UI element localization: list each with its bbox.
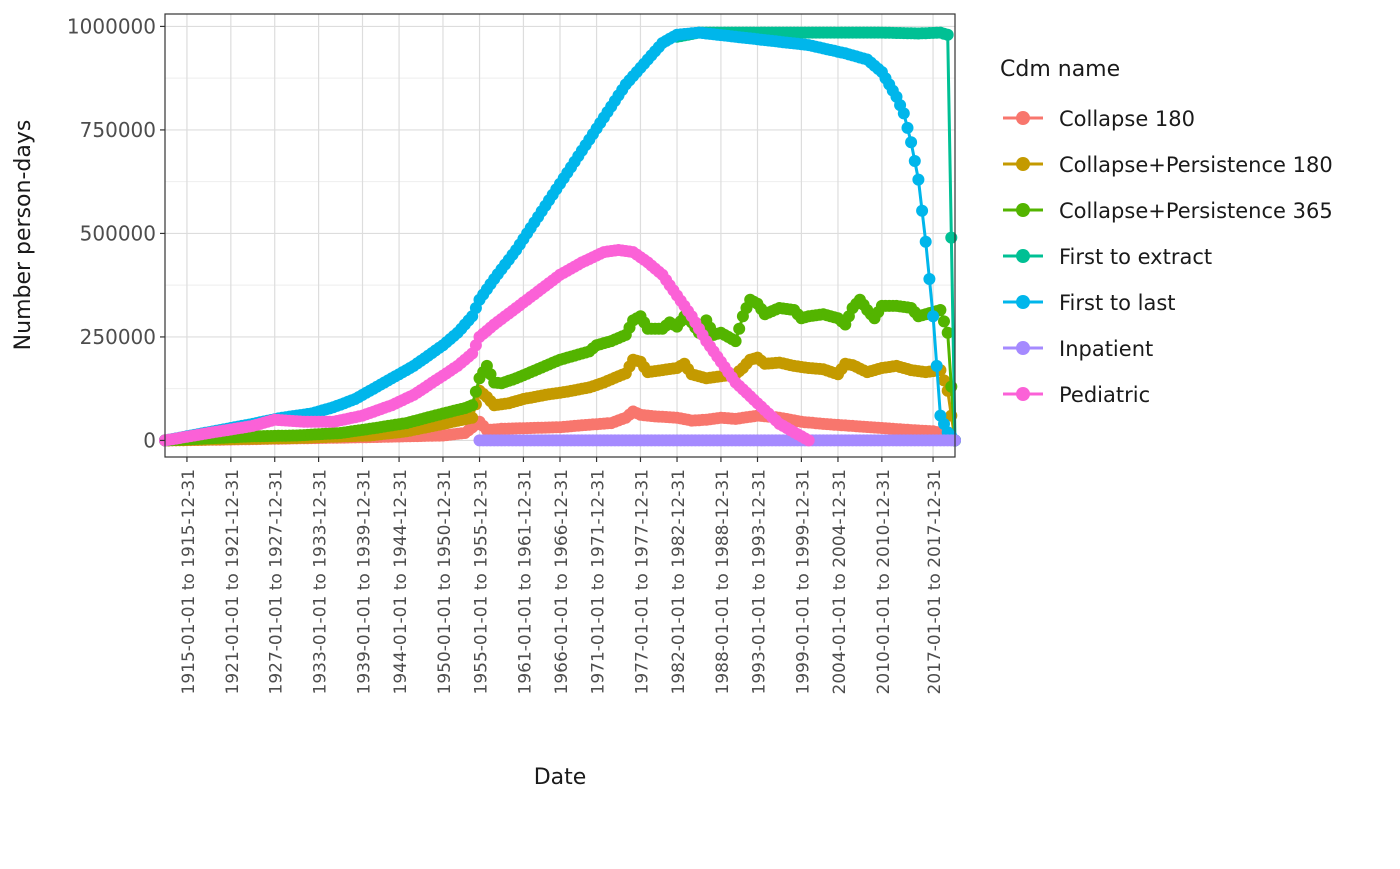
x-tick-label: 1933-01-01 to 1933-12-31 [311, 469, 331, 694]
x-tick-label: 1921-01-01 to 1921-12-31 [223, 469, 243, 694]
data-point [729, 335, 742, 348]
y-tick-label: 750000 [80, 118, 156, 142]
x-tick-label: 2004-01-01 to 2004-12-31 [830, 469, 850, 694]
legend-item: Collapse+Persistence 180 [1003, 153, 1333, 177]
x-tick-label: 2010-01-01 to 2010-12-31 [874, 469, 894, 694]
legend-key-point [1016, 157, 1030, 171]
x-tick-label: 2017-01-01 to 2017-12-31 [925, 469, 945, 694]
legend-key-point [1016, 111, 1030, 125]
x-axis-label: Date [534, 765, 587, 790]
legend-key-point [1016, 295, 1030, 309]
legend-item: First to last [1003, 291, 1176, 315]
x-tick-label: 1927-01-01 to 1927-12-31 [267, 469, 287, 694]
legend-label: Inpatient [1059, 337, 1153, 361]
legend-key-point [1016, 387, 1030, 401]
data-point [930, 359, 943, 372]
y-tick-label: 250000 [80, 325, 156, 349]
legend-key-point [1016, 341, 1030, 355]
x-tick-label: 1939-01-01 to 1939-12-31 [355, 469, 375, 694]
data-point [908, 155, 921, 167]
data-point [897, 107, 910, 120]
x-tick-label: 1993-01-01 to 1993-12-31 [750, 469, 770, 694]
legend-item: Collapse 180 [1003, 107, 1195, 131]
x-tick-label: 1988-01-01 to 1988-12-31 [713, 469, 733, 694]
data-point [901, 121, 914, 134]
data-point [938, 315, 950, 328]
legend-label: First to extract [1059, 245, 1212, 269]
data-point [941, 28, 954, 41]
data-point [469, 385, 482, 398]
series-pediatric [159, 244, 815, 447]
x-tick-label: 1961-01-01 to 1961-12-31 [515, 469, 535, 694]
y-axis-label: Number person-days [11, 120, 36, 351]
legend-item: First to extract [1003, 245, 1212, 269]
data-point [927, 310, 940, 323]
legend-label: Collapse+Persistence 365 [1059, 199, 1333, 223]
legend-label: Collapse+Persistence 180 [1059, 153, 1333, 177]
x-axis: 1915-01-01 to 1915-12-31 1921-01-01 to 19… [179, 457, 945, 694]
y-axis: 0 250000 500000 750000 1000000 [67, 14, 165, 452]
data-point [905, 136, 918, 149]
legend-label: First to last [1059, 291, 1176, 315]
y-tick-label: 0 [143, 428, 156, 452]
x-tick-label: 1982-01-01 to 1982-12-31 [669, 469, 689, 694]
x-tick-label: 1977-01-01 to 1977-12-31 [632, 469, 652, 694]
data-point [919, 235, 932, 248]
data-point [945, 231, 958, 244]
x-tick-label: 1971-01-01 to 1971-12-31 [589, 469, 609, 694]
x-tick-label: 1966-01-01 to 1966-12-31 [552, 469, 572, 694]
series-inpatient [473, 434, 961, 447]
legend-key-point [1016, 249, 1030, 263]
series-first-to-last [159, 26, 961, 447]
x-tick-label: 1999-01-01 to 1999-12-31 [793, 469, 813, 694]
x-tick-label: 1915-01-01 to 1915-12-31 [179, 469, 199, 694]
data-point [912, 173, 925, 186]
legend-key-point [1016, 203, 1030, 217]
series-group [159, 26, 961, 447]
series-collapse-persistence-365 [159, 293, 961, 447]
legend-label: Collapse 180 [1059, 107, 1195, 131]
legend-label: Pediatric [1059, 383, 1150, 407]
legend-item: Collapse+Persistence 365 [1003, 199, 1333, 223]
legend-item: Inpatient [1003, 337, 1153, 361]
data-point [466, 411, 479, 424]
data-point [802, 434, 815, 447]
data-point [733, 322, 746, 335]
data-point [916, 204, 929, 217]
x-tick-label: 1950-01-01 to 1950-12-31 [435, 469, 455, 694]
x-tick-label: 1955-01-01 to 1955-12-31 [472, 469, 492, 694]
data-point [923, 273, 936, 285]
legend-item: Pediatric [1003, 383, 1150, 407]
data-point [466, 399, 479, 412]
x-tick-label: 1944-01-01 to 1944-12-31 [391, 469, 411, 694]
data-point [941, 326, 954, 339]
legend: Cdm name Collapse 180 Collapse+Persistenc… [1000, 57, 1333, 407]
legend-title: Cdm name [1000, 57, 1120, 82]
y-tick-label: 1000000 [67, 14, 156, 38]
y-tick-label: 500000 [80, 221, 156, 245]
